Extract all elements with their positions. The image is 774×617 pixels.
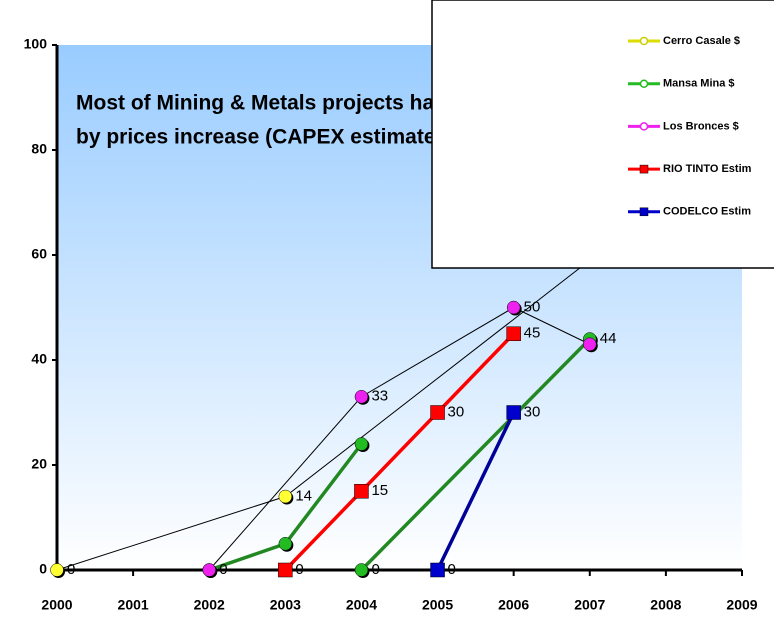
marker [354, 484, 369, 499]
legend-label: RIO TINTO Estim [663, 163, 752, 175]
marker [430, 562, 445, 578]
data-label: 45 [524, 325, 541, 342]
marker [354, 563, 369, 577]
legend-marker [639, 36, 649, 46]
marker [354, 390, 369, 404]
data-label: 0 [295, 561, 303, 578]
y-tick-label: 100 [24, 36, 48, 52]
data-label: 30 [524, 403, 541, 420]
marker [583, 337, 597, 351]
y-tick-label: 20 [31, 456, 47, 472]
data-label: 44 [600, 330, 617, 347]
data-label: 14 [295, 487, 312, 504]
marker [506, 326, 521, 341]
marker [506, 300, 521, 315]
data-label: 30 [448, 403, 465, 420]
legend-marker [639, 79, 649, 88]
series-line [435, 411, 516, 571]
marker [278, 562, 293, 578]
legend-marker [639, 122, 649, 131]
legend-label: Cerro Casale $ [663, 35, 740, 47]
data-label: 0 [219, 561, 227, 578]
marker [202, 563, 216, 577]
x-tick-label: 2006 [498, 597, 529, 613]
x-tick-label: 2000 [41, 597, 72, 613]
x-tick-label: 2002 [194, 597, 225, 613]
marker [354, 437, 369, 451]
x-tick-label: 2007 [574, 597, 605, 613]
series-line [208, 306, 590, 571]
x-tick-label: 2004 [346, 597, 377, 613]
x-tick-label: 2003 [270, 597, 301, 613]
legend-label: CODELCO Estim [663, 206, 751, 218]
series-line [360, 337, 592, 572]
series-line [284, 332, 515, 572]
marker [430, 405, 445, 420]
data-label: 15 [371, 482, 388, 499]
y-tick-label: 0 [39, 561, 47, 577]
y-tick-label: 40 [31, 351, 47, 367]
data-label: 50 [524, 298, 541, 315]
x-tick-label: 2001 [118, 597, 149, 613]
x-tick-label: 2009 [726, 597, 757, 613]
legend-label: Los Bronces $ [663, 120, 739, 132]
legend-marker [639, 164, 649, 174]
legend-label: Mansa Mina $ [663, 78, 735, 90]
data-label: 33 [371, 388, 388, 405]
data-label: 0 [448, 561, 456, 578]
x-tick-label: 2005 [422, 597, 453, 613]
marker [506, 405, 521, 420]
marker [278, 537, 293, 551]
y-tick-label: 60 [31, 246, 47, 262]
y-tick-label: 80 [31, 141, 47, 157]
legend-marker [639, 207, 649, 217]
legend-box [431, 0, 774, 269]
data-label: 0 [67, 561, 75, 578]
marker [50, 563, 64, 577]
data-label: 0 [371, 561, 379, 578]
x-tick-label: 2008 [650, 597, 681, 613]
marker [278, 489, 293, 504]
